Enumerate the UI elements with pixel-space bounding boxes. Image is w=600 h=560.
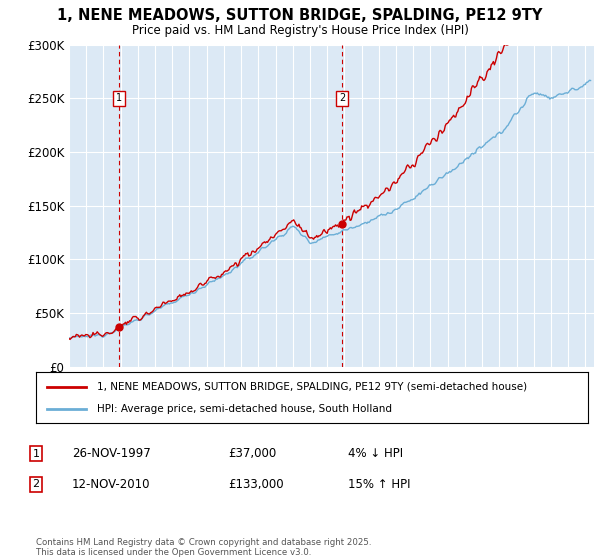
Text: 1, NENE MEADOWS, SUTTON BRIDGE, SPALDING, PE12 9TY (semi-detached house): 1, NENE MEADOWS, SUTTON BRIDGE, SPALDING… (97, 381, 527, 391)
Text: 1, NENE MEADOWS, SUTTON BRIDGE, SPALDING, PE12 9TY: 1, NENE MEADOWS, SUTTON BRIDGE, SPALDING… (58, 8, 542, 24)
Text: Contains HM Land Registry data © Crown copyright and database right 2025.
This d: Contains HM Land Registry data © Crown c… (36, 538, 371, 557)
Text: 2: 2 (32, 479, 40, 489)
Text: 1: 1 (32, 449, 40, 459)
Text: Price paid vs. HM Land Registry's House Price Index (HPI): Price paid vs. HM Land Registry's House … (131, 24, 469, 36)
Text: £133,000: £133,000 (228, 478, 284, 491)
Text: 26-NOV-1997: 26-NOV-1997 (72, 447, 151, 460)
Text: 2: 2 (339, 94, 345, 104)
Text: 4% ↓ HPI: 4% ↓ HPI (348, 447, 403, 460)
Text: 12-NOV-2010: 12-NOV-2010 (72, 478, 151, 491)
Text: HPI: Average price, semi-detached house, South Holland: HPI: Average price, semi-detached house,… (97, 404, 392, 414)
Text: 15% ↑ HPI: 15% ↑ HPI (348, 478, 410, 491)
Text: £37,000: £37,000 (228, 447, 276, 460)
Text: 1: 1 (116, 94, 122, 104)
